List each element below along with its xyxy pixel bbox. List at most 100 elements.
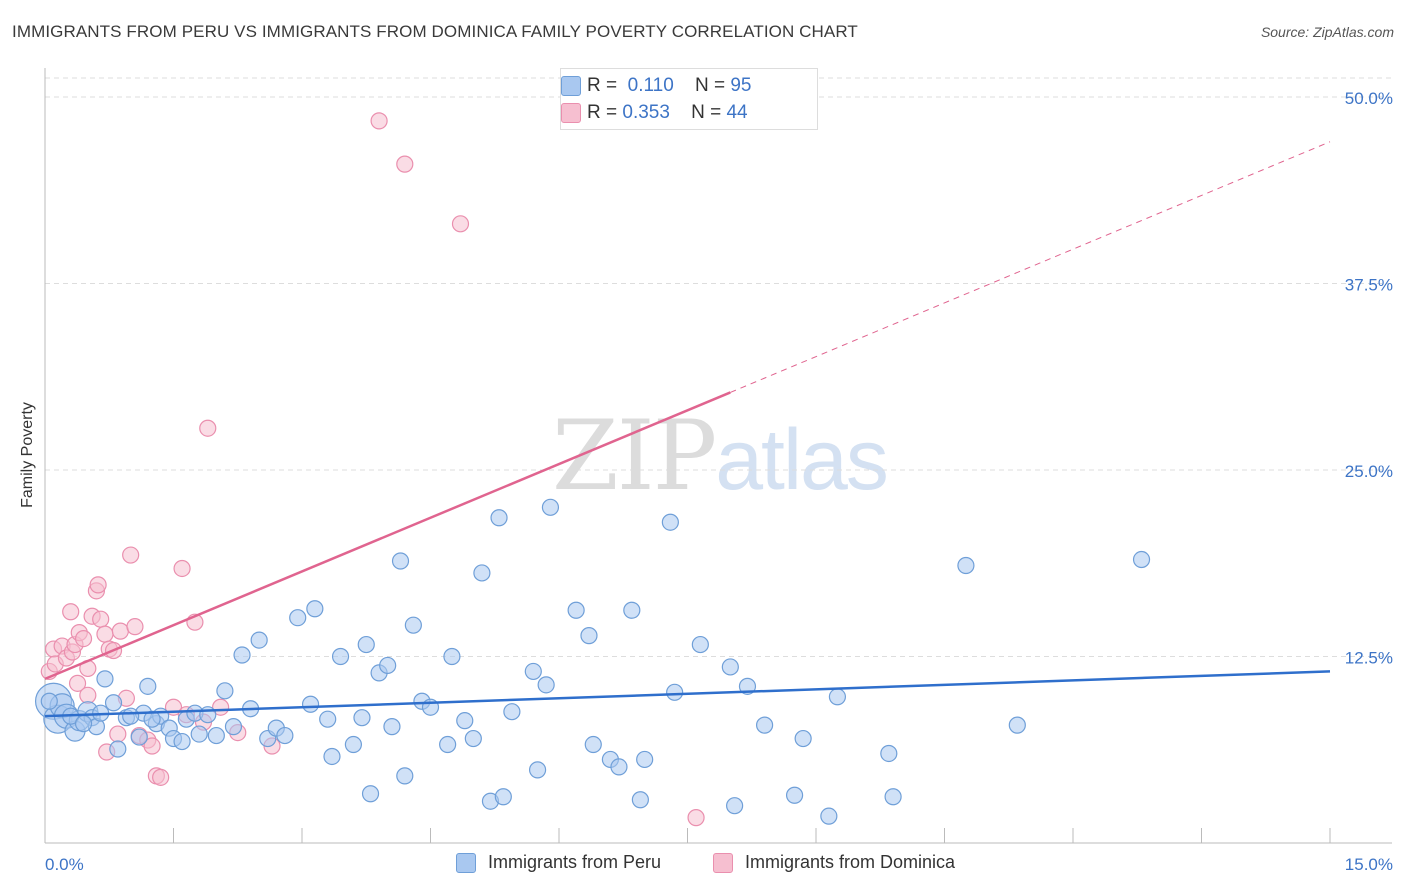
peru-point [1132, 550, 1151, 569]
dominica-point [451, 215, 470, 233]
peru-point [884, 788, 902, 806]
x-tick-label-max: 15.0% [1345, 855, 1393, 874]
dominica-trend-line [44, 391, 731, 681]
dominica-point [143, 737, 161, 755]
peru-point [306, 600, 324, 618]
peru-point [173, 732, 191, 751]
peru-point [289, 609, 307, 627]
peru-point [490, 509, 508, 527]
peru-point [391, 552, 410, 570]
dominica-point [68, 674, 87, 692]
peru-point [439, 735, 457, 754]
peru-point [130, 728, 148, 746]
dominica-point [62, 603, 80, 621]
y-tick-label: 25.0% [1345, 462, 1393, 481]
legend-swatch-dominica [713, 852, 733, 873]
peru-point [631, 791, 649, 809]
dominica-point [89, 576, 107, 594]
peru-point [207, 726, 225, 745]
peru-point [379, 656, 397, 675]
source-credit: Source: ZipAtlas.com [1260, 24, 1394, 40]
y-tick-label: 37.5% [1345, 276, 1393, 295]
peru-point [464, 729, 482, 748]
legend-r-value-dominica: 0.353 [622, 102, 670, 123]
peru-point [361, 785, 380, 803]
peru-point [580, 627, 598, 645]
peru-point [623, 601, 641, 619]
legend-r-label: R = [587, 102, 618, 123]
dominica-point [122, 546, 140, 564]
legend-row-peru: R = 0.110 N = 95 [561, 74, 751, 98]
dominica-point [74, 629, 93, 648]
legend-item-dominica[interactable]: Immigrants from Dominica [713, 852, 955, 873]
legend-item-peru[interactable]: Immigrants from Peru [456, 852, 661, 873]
peru-point [224, 718, 243, 736]
peru-point [122, 707, 140, 725]
peru-point [301, 695, 320, 713]
x-tick-label-min: 0.0% [45, 855, 84, 874]
dominica-point [92, 610, 110, 628]
peru-point [528, 761, 547, 779]
legend-r-value-peru: 0.110 [627, 75, 674, 96]
dominica-point [370, 112, 388, 130]
peru-point [250, 631, 268, 649]
legend-label-peru: Immigrants from Peru [488, 852, 662, 872]
peru-point [96, 670, 114, 688]
peru-point [319, 710, 337, 728]
peru-point [567, 601, 585, 619]
legend-row-dominica: R = 0.353 N = 44 [561, 101, 748, 125]
dominica-point [199, 419, 217, 437]
peru-point [331, 647, 350, 666]
peru-point [383, 718, 401, 736]
peru-point [691, 635, 709, 654]
peru-point [344, 735, 362, 754]
peru-point [357, 635, 375, 654]
legend-swatch-peru [456, 852, 476, 873]
peru-point [139, 677, 157, 695]
legend-r-label: R = [587, 75, 618, 96]
dominica-point [152, 768, 170, 786]
peru-point [404, 616, 422, 634]
chart-title: IMMIGRANTS FROM PERU VS IMMIGRANTS FROM … [12, 22, 858, 41]
legend-n-label: N = [694, 75, 726, 96]
dominica-point [126, 618, 144, 636]
peru-point [396, 767, 414, 785]
peru-point [109, 740, 127, 758]
peru-point [456, 712, 474, 730]
dominica-trend-extension [730, 141, 1331, 393]
peru-trend-line [44, 670, 1331, 718]
dominica-point [96, 625, 114, 643]
peru-point [494, 788, 512, 806]
dominica-point [109, 725, 127, 743]
legend-n-label: N = [691, 102, 722, 123]
peru-point [726, 797, 744, 815]
dominica-point [687, 809, 705, 827]
peru-point [503, 703, 521, 721]
peru-point [216, 682, 234, 700]
peru-point [443, 647, 461, 666]
dominica-point [111, 622, 129, 640]
dominica-point [79, 686, 97, 704]
dominica-point [396, 155, 414, 173]
peru-point [473, 564, 491, 582]
peru-point [541, 498, 560, 516]
peru-point [820, 807, 838, 825]
peru-point [353, 709, 371, 727]
legend-label-dominica: Immigrants from Dominica [745, 852, 956, 872]
peru-point [721, 658, 739, 676]
y-tick-label: 50.0% [1345, 89, 1393, 108]
peru-point [143, 710, 161, 728]
peru-point [957, 556, 975, 575]
peru-point [190, 725, 208, 743]
peru-point [276, 726, 294, 745]
peru-point [524, 662, 542, 681]
peru-point [785, 786, 804, 804]
peru-point [104, 694, 123, 712]
legend-stats: R = 0.110 N = 95 R = 0.353 N = 44 [560, 68, 818, 130]
peru-point [666, 683, 684, 701]
dominica-point [173, 559, 191, 578]
peru-point [828, 688, 847, 706]
watermark-atlas: atlas [715, 412, 889, 508]
y-tick-label: 12.5% [1345, 649, 1393, 668]
